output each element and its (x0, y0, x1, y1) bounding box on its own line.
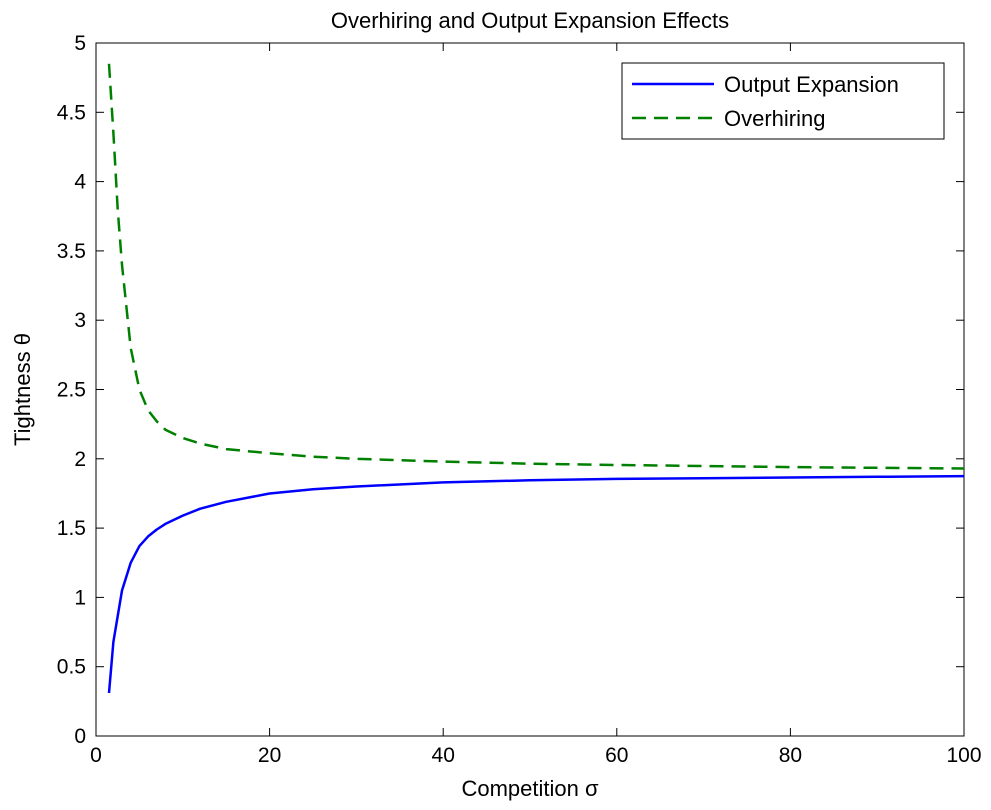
x-axis-label: Competition σ (461, 776, 599, 801)
x-tick-label: 40 (432, 744, 455, 767)
y-tick-label: 3 (74, 309, 86, 332)
y-tick-label: 4.5 (57, 101, 86, 124)
y-tick-label: 2 (74, 448, 86, 471)
axis-ticks: 0 20 40 60 80 100 0 0.5 1 1.5 2 2.5 3 3.5 4 4.5 5 (57, 32, 982, 767)
series-line-overhiring (107, 63, 965, 470)
legend: Output Expansion Overhiring (621, 62, 945, 140)
y-axis-label: Tightness θ (10, 333, 35, 446)
x-tick-label: 0 (90, 744, 102, 767)
x-tick-label: 60 (605, 744, 628, 767)
y-tick-label: 4 (74, 171, 86, 194)
legend-label: Overhiring (724, 106, 825, 131)
y-tick-label: 1.5 (57, 517, 86, 540)
series-line-output-expansion (107, 474, 965, 694)
y-tick-label: 0 (74, 725, 86, 748)
x-tick-label: 80 (779, 744, 802, 767)
legend-box (621, 62, 945, 140)
y-tick-label: 3.5 (57, 240, 86, 263)
y-tick-label: 2.5 (57, 379, 86, 402)
y-tick-label: 0.5 (57, 656, 86, 679)
chart-title: Overhiring and Output Expansion Effects (331, 8, 729, 33)
x-tick-label: 20 (258, 744, 281, 767)
series-layer (107, 63, 965, 694)
y-tick-label: 1 (74, 586, 86, 609)
y-tick-label: 5 (74, 32, 86, 55)
x-tick-label: 100 (946, 744, 981, 767)
legend-label: Output Expansion (724, 72, 899, 97)
